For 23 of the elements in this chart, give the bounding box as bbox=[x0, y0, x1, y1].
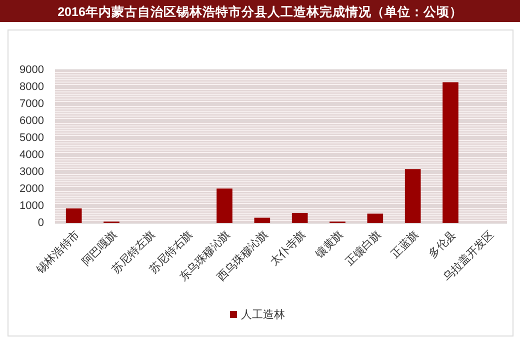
bar bbox=[442, 82, 458, 223]
y-tick-label: 4000 bbox=[20, 149, 44, 161]
x-tick-label: 正蓝旗 bbox=[388, 228, 421, 260]
bar bbox=[404, 169, 421, 223]
bar bbox=[66, 208, 82, 223]
x-tick-label: 锡林浩特市 bbox=[33, 228, 82, 277]
y-tick-label: 3000 bbox=[20, 166, 44, 178]
bar bbox=[367, 214, 384, 223]
x-tick-label: 多伦县 bbox=[426, 228, 459, 260]
bar bbox=[292, 212, 308, 223]
y-tick-label: 2000 bbox=[20, 183, 44, 195]
y-tick-label: 6000 bbox=[20, 115, 44, 127]
y-tick-label: 7000 bbox=[20, 98, 44, 110]
bar bbox=[216, 188, 232, 223]
legend-label: 人工造林 bbox=[241, 308, 285, 321]
y-tick-label: 1000 bbox=[20, 200, 44, 212]
x-tick-label: 太仆寺旗 bbox=[268, 228, 308, 268]
bar bbox=[254, 218, 270, 223]
y-tick-label: 9000 bbox=[20, 64, 44, 76]
y-tick-label: 8000 bbox=[20, 81, 44, 93]
y-tick-label: 0 bbox=[38, 217, 44, 229]
chart-title: 2016年内蒙古自治区锡林浩特市分县人工造林完成情况（单位：公顷） bbox=[58, 4, 462, 19]
y-tick-label: 5000 bbox=[20, 132, 44, 144]
